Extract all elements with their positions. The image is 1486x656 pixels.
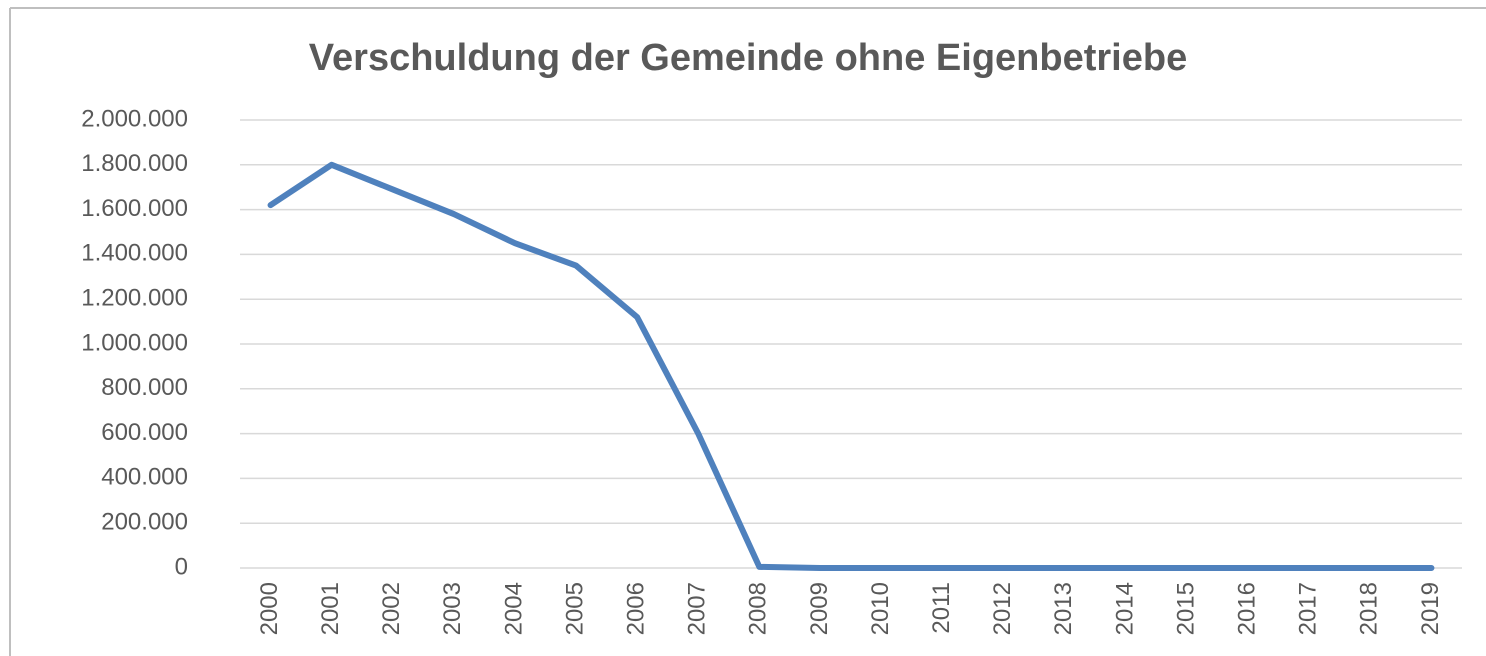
x-tick-label: 2016 bbox=[1233, 582, 1260, 635]
x-tick-label: 2008 bbox=[745, 582, 772, 635]
x-tick-label: 2009 bbox=[806, 582, 833, 635]
x-tick-label: 2007 bbox=[684, 582, 711, 635]
line-series bbox=[267, 161, 1435, 571]
y-tick-label: 1.400.000 bbox=[81, 240, 188, 267]
y-tick-label: 1.800.000 bbox=[81, 150, 188, 177]
y-tick-label: 800.000 bbox=[101, 374, 188, 401]
y-tick-label: 1.000.000 bbox=[81, 329, 188, 356]
x-tick-label: 2014 bbox=[1111, 582, 1138, 635]
x-tick-label: 2013 bbox=[1050, 582, 1077, 635]
x-tick-label: 2015 bbox=[1172, 582, 1199, 635]
y-tick-label: 0 bbox=[175, 553, 188, 580]
x-tick-label: 2012 bbox=[989, 582, 1016, 635]
x-tick-label: 2011 bbox=[928, 582, 955, 634]
y-tick-label: 200.000 bbox=[101, 509, 188, 536]
chart-title: Verschuldung der Gemeinde ohne Eigenbetr… bbox=[309, 37, 1187, 79]
x-tick-label: 2000 bbox=[256, 582, 283, 635]
y-tick-label: 1.200.000 bbox=[81, 285, 188, 312]
x-tick-label: 2019 bbox=[1417, 582, 1444, 635]
y-tick-label: 2.000.000 bbox=[81, 105, 188, 132]
x-tick-label: 2006 bbox=[622, 582, 649, 635]
y-tick-label: 1.600.000 bbox=[81, 195, 188, 222]
x-tick-label: 2017 bbox=[1295, 582, 1322, 635]
x-tick-label: 2004 bbox=[500, 582, 527, 635]
x-tick-label: 2001 bbox=[317, 582, 344, 635]
x-tick-label: 2002 bbox=[378, 582, 405, 635]
x-tick-label: 2005 bbox=[561, 582, 588, 635]
y-tick-label: 600.000 bbox=[101, 419, 188, 446]
x-tick-label: 2010 bbox=[867, 582, 894, 635]
x-tick-label: 2018 bbox=[1356, 582, 1383, 635]
y-tick-label: 400.000 bbox=[101, 464, 188, 491]
x-tick-label: 2003 bbox=[439, 582, 466, 635]
